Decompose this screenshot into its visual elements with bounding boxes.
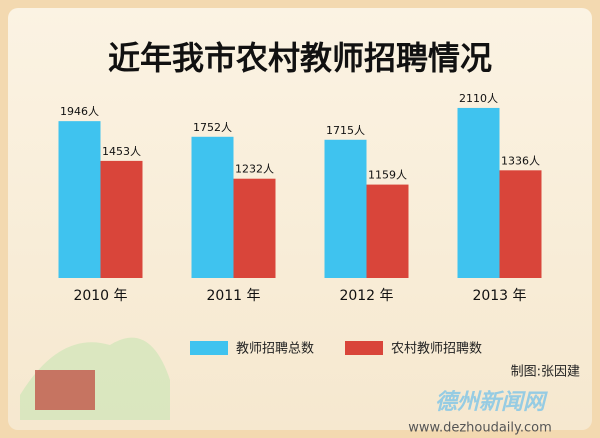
bar xyxy=(324,139,367,278)
bar xyxy=(366,184,409,278)
decoration xyxy=(35,370,95,410)
legend-swatch xyxy=(345,341,383,355)
legend-label: 教师招聘总数 xyxy=(236,341,314,357)
x-tick-label: 2011 年 xyxy=(206,288,260,304)
bar xyxy=(100,160,143,278)
url: www.dezhoudaily.com xyxy=(408,421,552,436)
legend: 教师招聘总数 农村教师招聘数 xyxy=(190,341,482,357)
value-label: 2110人 xyxy=(459,92,498,105)
value-label: 1453人 xyxy=(102,145,141,158)
value-label: 1336人 xyxy=(501,154,540,167)
value-label: 1752人 xyxy=(193,121,232,134)
credit: 制图:张因建 xyxy=(511,365,580,380)
background xyxy=(8,8,592,430)
bar xyxy=(499,170,542,278)
value-label: 1159人 xyxy=(368,169,407,182)
chart-title: 近年我市农村教师招聘情况 xyxy=(108,39,492,77)
bar xyxy=(191,136,234,278)
bar xyxy=(457,107,500,279)
value-label: 1232人 xyxy=(235,163,274,176)
legend-label: 农村教师招聘数 xyxy=(391,341,482,357)
x-tick-label: 2013 年 xyxy=(472,288,526,304)
value-label: 1715人 xyxy=(326,124,365,137)
x-tick-label: 2010 年 xyxy=(73,288,127,304)
x-tick-label: 2012 年 xyxy=(339,288,393,304)
bar xyxy=(233,178,276,278)
watermark: 德州新闻网 xyxy=(435,389,548,415)
legend-swatch xyxy=(190,341,228,355)
bar xyxy=(58,121,101,278)
value-label: 1946人 xyxy=(60,105,99,118)
